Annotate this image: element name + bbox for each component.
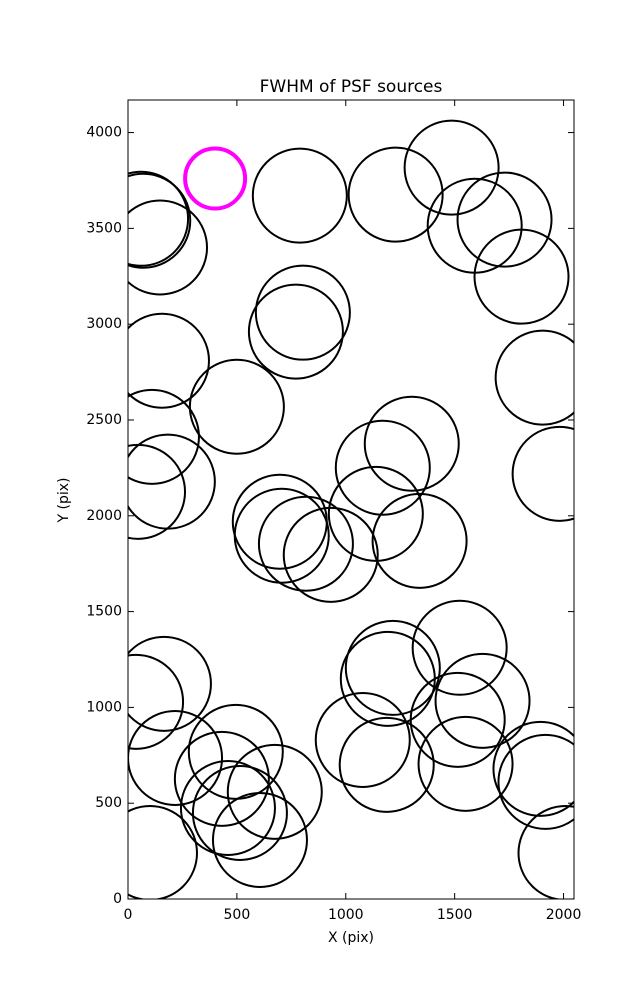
psf-source — [426, 177, 523, 274]
psf-source — [371, 492, 468, 589]
y-tick-label: 1000 — [86, 699, 122, 715]
psf-source — [226, 743, 323, 840]
psf-source — [314, 691, 411, 788]
y-tick-label: 3000 — [86, 316, 122, 332]
psf-source — [254, 264, 351, 361]
x-tick-label: 0 — [124, 907, 133, 923]
psf-source — [327, 465, 424, 562]
psf-source — [473, 228, 570, 325]
psf-source — [417, 715, 514, 812]
y-tick-label: 3500 — [86, 220, 122, 236]
psf-source — [173, 730, 270, 827]
psf-source — [492, 720, 574, 817]
psf-source — [247, 283, 344, 380]
y-axis-label: Y (pix) — [56, 478, 72, 524]
y-tick-label: 2500 — [86, 412, 122, 428]
x-tick-label: 500 — [224, 907, 251, 923]
y-tick-label: 0 — [113, 891, 122, 907]
psf-source — [347, 146, 444, 243]
psf-source — [233, 487, 330, 584]
chart-title: FWHM of PSF sources — [260, 77, 443, 97]
y-tick-label: 4000 — [86, 125, 122, 141]
psf-source — [128, 388, 200, 485]
psf-source — [282, 506, 379, 603]
x-tick-label: 1000 — [328, 907, 364, 923]
psf-source — [411, 599, 508, 696]
y-tick-label: 500 — [95, 795, 122, 811]
plot-frame — [127, 99, 575, 900]
x-axis-label: X (pix) — [328, 930, 374, 946]
psf-source — [363, 395, 460, 492]
psf-source — [403, 119, 500, 216]
psf-source — [128, 805, 198, 899]
highlight-source — [183, 146, 248, 211]
psf-source — [434, 652, 531, 749]
psf-source — [339, 630, 436, 727]
psf-source — [251, 147, 348, 244]
psf-source — [456, 171, 553, 268]
psf-source — [188, 358, 285, 455]
psf-source — [257, 495, 354, 592]
x-tick-label: 2000 — [546, 907, 582, 923]
y-tick-label: 1500 — [86, 604, 122, 620]
psf-source — [494, 329, 574, 426]
psf-source — [409, 671, 506, 768]
psf-source — [128, 199, 208, 296]
y-tick-label: 2000 — [86, 508, 122, 524]
psf-source — [128, 170, 190, 267]
psf-source — [497, 733, 574, 830]
psf-source — [128, 653, 185, 750]
psf-source — [511, 425, 574, 522]
psf-source — [179, 759, 276, 856]
psf-source — [128, 443, 187, 540]
psf-source — [334, 419, 431, 516]
psf-source — [128, 172, 192, 269]
plot-area — [128, 119, 574, 899]
psf-source — [128, 635, 212, 732]
psf-source — [338, 716, 435, 813]
psf-source — [344, 619, 441, 716]
psf-source — [211, 791, 308, 888]
psf-source — [128, 312, 210, 409]
psf-source — [517, 805, 574, 899]
x-tick-label: 1500 — [437, 907, 473, 923]
psf-source — [191, 764, 288, 861]
